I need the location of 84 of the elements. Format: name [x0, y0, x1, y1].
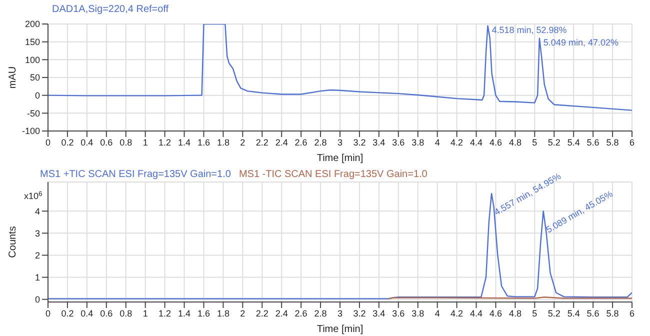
x-tick-label: 1.2	[158, 137, 172, 148]
x-tick-label: 5.4	[567, 308, 580, 318]
x-tick-label: 0.6	[100, 308, 113, 318]
x-tick-label: 3.8	[412, 308, 424, 318]
x-tick-label: 1.8	[216, 137, 230, 148]
y-tick-label: -50	[26, 108, 40, 118]
y-tick-label: -100	[22, 126, 40, 136]
x-tick-label: 4.8	[508, 308, 522, 318]
x-tick-label: 5.4	[567, 137, 580, 148]
x-tick-label: 2	[240, 308, 246, 318]
y-tick-label: 0	[34, 90, 40, 101]
text: MS1 -TIC SCAN ESI Frag=135V Gain=1.0	[238, 169, 428, 180]
x-tick-label: 0.4	[80, 308, 94, 318]
x-tick-label: 2.8	[314, 137, 327, 148]
x-tick-label: 0.2	[61, 137, 74, 148]
x-tick-label: 3.4	[372, 308, 386, 318]
x-tick-label: 0.2	[61, 308, 74, 318]
x-tick-label: 2.2	[256, 308, 268, 318]
x-tick-label: 0	[45, 137, 51, 148]
x-tick-label: 6	[629, 137, 635, 148]
x-tick-label: 4.4	[470, 308, 483, 318]
x-tick-label: 2.8	[314, 308, 327, 318]
y-tick-label: 4	[34, 206, 40, 216]
x-tick-label: 4.6	[489, 308, 502, 318]
x-tick-label: 3.6	[392, 137, 405, 148]
x-tick-label: 0.8	[120, 308, 132, 318]
x-tick-label: 1.6	[197, 137, 210, 148]
x-tick-label: 6	[629, 308, 635, 318]
y-axis-title: Counts	[8, 226, 19, 258]
y-tick-label: 200	[24, 19, 40, 30]
x-tick-label: 3.8	[412, 137, 424, 148]
y-tick-label: 100	[24, 54, 40, 65]
x-tick-label: 2.4	[275, 308, 288, 318]
x-tick-label: 1	[142, 137, 148, 148]
text: x10$^{6}$	[24, 190, 43, 201]
x-tick-label: 5.2	[548, 137, 560, 148]
x-tick-label: 5.6	[586, 137, 600, 148]
y-tick-label: 0	[34, 294, 40, 305]
x-tick-label: 4.8	[508, 137, 522, 148]
x-tick-label: 4.2	[450, 308, 464, 318]
annotation: 5.049 min, 47.02%	[543, 37, 618, 48]
y-tick-label: 150	[24, 37, 40, 48]
y-tick-label: 50	[30, 72, 40, 83]
x-tick-label: 4	[434, 308, 440, 318]
x-tick-label: 1	[142, 308, 148, 318]
text: MS1 +TIC SCAN ESI Frag=135V Gain=1.0	[40, 169, 231, 180]
x-tick-label: 1.4	[178, 308, 191, 318]
x-tick-label: 0	[45, 308, 51, 318]
x-tick-label: 4.4	[470, 137, 483, 148]
x-tick-label: 4	[434, 137, 440, 148]
x-axis-title: Time [min]	[316, 153, 364, 164]
x-axis-title: Time [min]	[316, 324, 364, 335]
y-tick-label: 3	[34, 228, 40, 238]
y-axis-title: mAU	[8, 66, 19, 89]
annotation: 4.518 min, 52.98%	[492, 24, 567, 35]
x-tick-label: 5.6	[586, 308, 600, 318]
x-tick-label: 0.6	[100, 137, 113, 148]
y-tick-label: 1	[34, 272, 40, 282]
x-tick-label: 5.2	[548, 308, 560, 318]
x-tick-label: 2	[240, 137, 246, 148]
x-tick-label: 0.8	[120, 137, 132, 148]
x-tick-label: 2.4	[275, 137, 288, 148]
x-tick-label: 3.6	[392, 308, 405, 318]
x-tick-label: 1.4	[178, 137, 191, 148]
y-tick-label: 2	[34, 250, 40, 260]
x-tick-label: 3	[337, 137, 343, 148]
x-tick-label: 1.8	[216, 308, 230, 318]
x-tick-label: 1.6	[197, 308, 210, 318]
x-tick-label: 2.6	[294, 137, 308, 148]
x-tick-label: 5.8	[606, 137, 619, 148]
x-tick-label: 3.2	[353, 308, 366, 318]
x-tick-label: 5	[532, 308, 538, 318]
x-tick-label: 2.2	[256, 137, 268, 148]
x-tick-label: 3	[337, 308, 343, 318]
x-tick-label: 5.8	[606, 308, 619, 318]
x-tick-label: 0.4	[80, 137, 94, 148]
x-tick-label: 4.6	[489, 137, 502, 148]
x-tick-label: 4.2	[450, 137, 464, 148]
x-tick-label: 3.2	[353, 137, 366, 148]
x-tick-label: 5	[532, 137, 538, 148]
x-tick-label: 1.2	[158, 308, 172, 318]
x-tick-label: 3.4	[372, 137, 386, 148]
x-tick-label: 2.6	[294, 308, 308, 318]
chart-title: DAD1A,Sig=220,4 Ref=off	[52, 4, 169, 15]
